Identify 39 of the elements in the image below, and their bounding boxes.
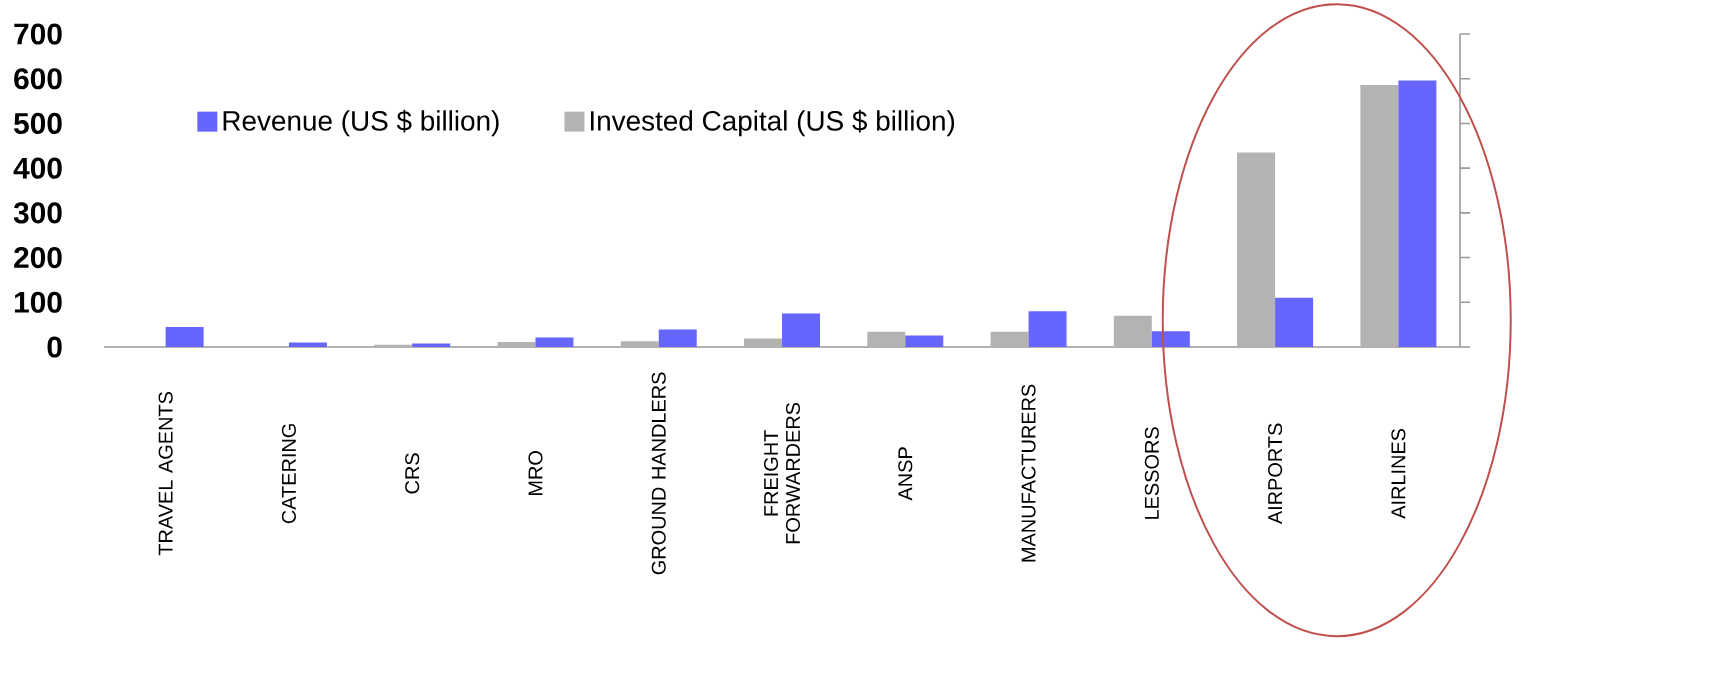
bar [412,343,451,347]
y-tick-label: 200 [14,246,62,269]
x-tick-label: GROUND HANDLERS [651,372,666,575]
bar [782,313,821,347]
bar [1275,297,1314,347]
legend-label: Revenue (US $ billion) [223,109,499,137]
bar [1151,331,1190,347]
x-tick-label: TRAVEL AGENTS [158,392,173,556]
x-tick-label: FREIGHT FORWARDERS [764,402,801,544]
y-tick-label: 300 [13,202,62,224]
x-tick-label: CRS [405,453,420,494]
bar [990,331,1029,347]
x-tick-label: ANSP [898,447,913,501]
bar [905,335,944,347]
bar [1237,152,1276,347]
bar [1113,315,1152,347]
y-tick-label: 0 [47,336,62,358]
y-tick-label: 500 [14,112,62,135]
bar [165,326,204,347]
y-tick-label: 700 [14,23,62,45]
y-tick-label: 100 [14,291,62,313]
bar [1360,84,1399,347]
y-tick-label: 600 [14,68,62,90]
bar [658,329,697,347]
bar [744,338,783,347]
x-tick-label: AIRPORTS [1268,423,1283,525]
x-tick-label: LESSORS [1144,427,1159,519]
bar [1398,80,1437,347]
y-tick-label: 400 [13,157,62,179]
x-tick-label: MRO [528,451,543,496]
bar [620,341,659,347]
bar [535,337,574,347]
x-tick-label: AIRLINES [1391,428,1406,519]
bar [867,331,906,347]
x-tick-label: MANUFACTURERS [1021,384,1036,562]
bar [1028,311,1067,347]
bar [497,342,536,347]
x-tick-label: CATERING [281,424,296,524]
legend-label: Invested Capital (US $ billion) [590,109,955,137]
